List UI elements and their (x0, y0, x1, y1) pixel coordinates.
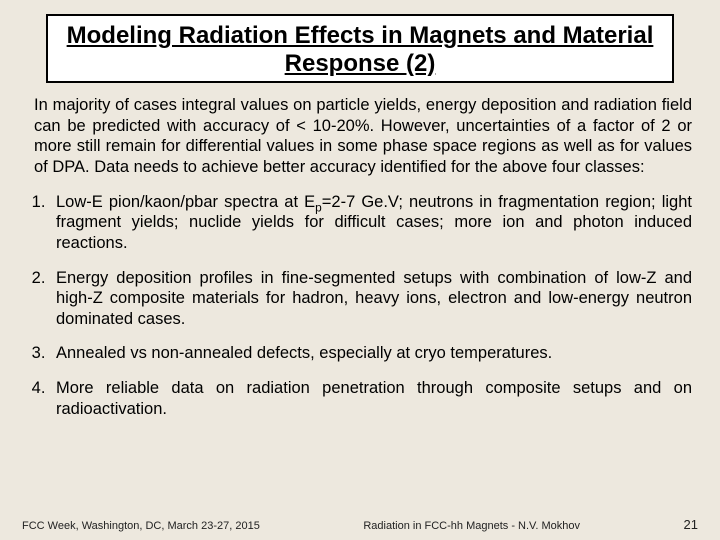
numbered-list: Low-E pion/kaon/pbar spectra at Ep=2-7 G… (20, 192, 700, 420)
list-item: Energy deposition profiles in fine-segme… (50, 268, 692, 330)
list-item: Annealed vs non-annealed defects, especi… (50, 343, 692, 364)
page-number: 21 (684, 517, 698, 532)
list-item: More reliable data on radiation penetrat… (50, 378, 692, 419)
slide-title: Modeling Radiation Effects in Magnets an… (58, 22, 662, 77)
item1-subscript: p (315, 200, 322, 214)
intro-paragraph: In majority of cases integral values on … (20, 95, 700, 178)
list-item: Low-E pion/kaon/pbar spectra at Ep=2-7 G… (50, 192, 692, 254)
footer-center: Radiation in FCC-hh Magnets - N.V. Mokho… (363, 520, 580, 532)
footer-left: FCC Week, Washington, DC, March 23-27, 2… (22, 520, 260, 532)
footer: FCC Week, Washington, DC, March 23-27, 2… (0, 517, 720, 532)
title-box: Modeling Radiation Effects in Magnets an… (46, 14, 674, 83)
item1-part-a: Low-E pion/kaon/pbar spectra at E (56, 193, 315, 211)
